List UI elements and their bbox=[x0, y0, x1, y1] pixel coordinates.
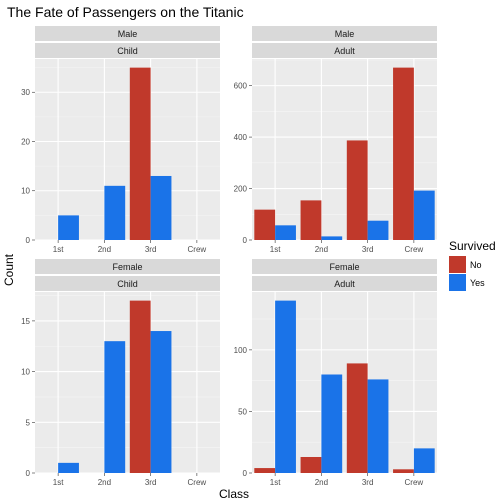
strip-bottom bbox=[35, 43, 220, 58]
facet-panel: Female Adult 0 50 100 1st 2nd 3rd Crew bbox=[234, 259, 437, 487]
x-tick-label: 2nd bbox=[98, 245, 111, 254]
y-tick-label: 10 bbox=[21, 368, 30, 377]
x-tick-label: Crew bbox=[188, 245, 207, 254]
facet-panel: Male Adult 0 200 400 600 1st 2nd 3rd Crew bbox=[234, 26, 437, 254]
strip-bottom bbox=[252, 276, 437, 291]
strip-top bbox=[35, 259, 220, 274]
y-axis-label: Count bbox=[2, 253, 16, 286]
strip-bottom-label: Adult bbox=[334, 46, 355, 56]
y-tick-label: 0 bbox=[26, 469, 31, 478]
legend-swatch-yes bbox=[449, 274, 466, 291]
legend: Survived No Yes bbox=[449, 239, 496, 291]
bar-no bbox=[393, 67, 414, 240]
bar-no bbox=[393, 469, 414, 473]
chart-title: The Fate of Passengers on the Titanic bbox=[7, 4, 244, 20]
bar-no bbox=[254, 209, 276, 240]
bar-yes bbox=[58, 462, 79, 473]
x-tick-label: 1st bbox=[270, 245, 281, 254]
x-tick-label: 3rd bbox=[145, 245, 157, 254]
x-tick-label: Crew bbox=[405, 478, 424, 487]
strip-top bbox=[252, 26, 437, 41]
x-tick-label: 2nd bbox=[98, 478, 111, 487]
bar-yes bbox=[321, 374, 343, 473]
strip-bottom-label: Child bbox=[117, 279, 138, 289]
plot-background bbox=[35, 59, 220, 240]
strip-bottom-label: Child bbox=[117, 46, 138, 56]
bar-yes bbox=[321, 236, 343, 240]
legend-title: Survived bbox=[449, 239, 496, 253]
bar-yes bbox=[150, 175, 172, 240]
x-tick-label: 1st bbox=[53, 478, 64, 487]
x-tick-label: 3rd bbox=[145, 478, 157, 487]
bar-yes bbox=[275, 225, 296, 240]
x-tick-label: 3rd bbox=[362, 478, 374, 487]
facet-panels: Male Child 0 10 20 30 1st 2nd 3rd Crew Male Adult 0 2… bbox=[21, 26, 437, 487]
strip-top bbox=[252, 259, 437, 274]
bar-no bbox=[129, 300, 151, 473]
bar-no bbox=[129, 67, 151, 240]
bar-no bbox=[254, 468, 276, 473]
y-tick-label: 200 bbox=[234, 185, 248, 194]
bar-no bbox=[300, 456, 322, 473]
bar-yes bbox=[275, 300, 296, 473]
strip-top-label: Male bbox=[118, 29, 138, 39]
strip-top-label: Male bbox=[335, 29, 355, 39]
x-tick-label: 2nd bbox=[315, 245, 328, 254]
y-tick-label: 400 bbox=[234, 133, 248, 142]
x-tick-label: 2nd bbox=[315, 478, 328, 487]
x-axis-label: Class bbox=[219, 487, 249, 501]
legend-label-no: No bbox=[470, 260, 482, 270]
x-tick-label: 1st bbox=[270, 478, 281, 487]
y-tick-label: 15 bbox=[21, 317, 30, 326]
strip-bottom bbox=[35, 276, 220, 291]
y-tick-label: 0 bbox=[243, 469, 248, 478]
bar-no bbox=[346, 363, 368, 473]
y-tick-label: 20 bbox=[21, 137, 30, 146]
facet-panel: Female Child 0 5 10 15 1st 2nd 3rd Crew bbox=[21, 259, 220, 487]
y-tick-label: 100 bbox=[234, 346, 248, 355]
bar-yes bbox=[150, 331, 172, 473]
legend-swatch-no bbox=[449, 256, 466, 273]
y-tick-label: 0 bbox=[26, 236, 31, 245]
y-tick-label: 30 bbox=[21, 88, 30, 97]
bar-yes bbox=[413, 190, 435, 240]
bar-yes bbox=[367, 220, 389, 240]
y-tick-label: 0 bbox=[243, 236, 248, 245]
bar-no bbox=[300, 200, 322, 240]
bar-no bbox=[346, 140, 368, 240]
bar-yes bbox=[104, 341, 126, 473]
plot-background bbox=[35, 292, 220, 473]
legend-label-yes: Yes bbox=[470, 278, 485, 288]
bar-yes bbox=[58, 215, 79, 240]
x-tick-label: 3rd bbox=[362, 245, 374, 254]
strip-bottom bbox=[252, 43, 437, 58]
x-tick-label: Crew bbox=[188, 478, 207, 487]
bar-yes bbox=[367, 379, 389, 473]
strip-top-label: Female bbox=[112, 262, 142, 272]
y-tick-label: 5 bbox=[26, 418, 31, 427]
y-tick-label: 10 bbox=[21, 187, 30, 196]
bar-yes bbox=[104, 185, 126, 240]
bar-yes bbox=[413, 448, 435, 473]
strip-top bbox=[35, 26, 220, 41]
y-tick-label: 600 bbox=[234, 82, 248, 91]
x-tick-label: Crew bbox=[405, 245, 424, 254]
strip-bottom-label: Adult bbox=[334, 279, 355, 289]
x-tick-label: 1st bbox=[53, 245, 64, 254]
y-tick-label: 50 bbox=[238, 407, 247, 416]
strip-top-label: Female bbox=[329, 262, 359, 272]
facet-panel: Male Child 0 10 20 30 1st 2nd 3rd Crew bbox=[21, 26, 220, 254]
